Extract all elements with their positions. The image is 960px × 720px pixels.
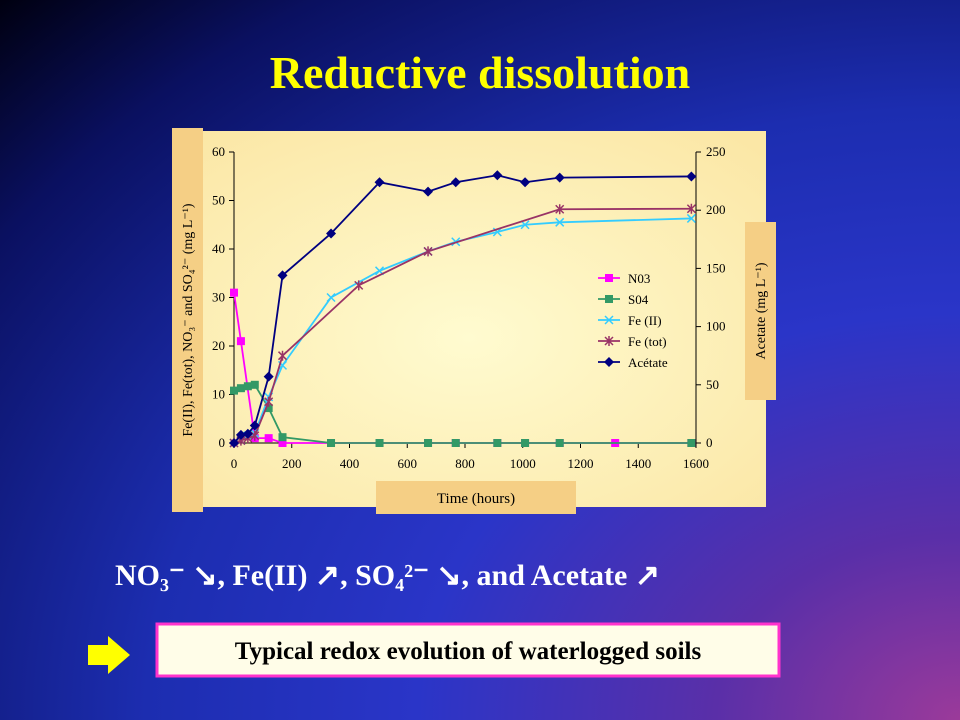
- legend-label: Acétate: [628, 355, 668, 370]
- x-tick-label: 400: [340, 456, 360, 471]
- marker: [229, 438, 239, 448]
- marker: [278, 439, 287, 447]
- marker: [605, 274, 613, 282]
- y-tick-label: 50: [212, 193, 225, 208]
- marker: [604, 357, 614, 367]
- marker: [277, 350, 288, 361]
- marker: [424, 439, 433, 447]
- marker: [249, 420, 260, 431]
- marker: [327, 439, 336, 447]
- marker: [686, 203, 696, 214]
- y2-axis-label: Acetate (mg L⁻¹): [754, 262, 769, 359]
- x-tick-label: 1000: [510, 456, 536, 471]
- y-tick-label: 10: [212, 387, 225, 402]
- marker: [423, 246, 433, 257]
- marker: [374, 177, 385, 188]
- x-tick-label: 1200: [568, 456, 594, 471]
- marker: [520, 177, 531, 188]
- y2-label-box: [745, 222, 776, 400]
- marker: [236, 337, 245, 346]
- legend-label: Fe (II): [628, 313, 662, 328]
- marker: [554, 172, 565, 183]
- y-tick-label: 30: [212, 290, 225, 305]
- chart-panel: [172, 131, 766, 507]
- legend-label: S04: [628, 292, 649, 307]
- caption: NO₃⁻ ↘, Fe(II) ↗, SO₄²⁻ ↘, and Acetate ↗: [115, 559, 660, 592]
- marker: [493, 439, 502, 447]
- x-tick-label: 0: [231, 456, 238, 471]
- y-tick-label: 40: [212, 241, 225, 256]
- y2-tick-label: 0: [706, 435, 713, 450]
- marker: [326, 228, 337, 239]
- y2-tick-label: 100: [706, 319, 726, 334]
- marker: [687, 439, 696, 447]
- marker: [243, 382, 252, 391]
- marker: [555, 217, 565, 227]
- marker: [263, 371, 274, 382]
- marker: [264, 396, 274, 407]
- x-tick-label: 1600: [683, 456, 709, 471]
- marker: [230, 288, 238, 297]
- y-tick-label: 20: [212, 338, 225, 353]
- marker: [264, 404, 273, 413]
- series-line: [233, 207, 692, 444]
- marker: [354, 280, 364, 291]
- marker: [450, 177, 461, 188]
- marker: [375, 439, 384, 447]
- marker: [555, 204, 565, 215]
- marker: [236, 384, 245, 393]
- marker: [686, 213, 696, 223]
- marker: [521, 439, 530, 447]
- y-label-box: [172, 128, 203, 512]
- conclusion-text: Typical redox evolution of waterlogged s…: [235, 638, 702, 665]
- marker: [492, 170, 503, 181]
- marker: [250, 380, 259, 389]
- y-tick-label: 0: [219, 435, 226, 450]
- marker: [230, 386, 238, 395]
- x-tick-label: 200: [282, 456, 302, 471]
- marker: [605, 295, 613, 303]
- y2-tick-label: 200: [706, 202, 726, 217]
- marker: [604, 315, 614, 325]
- x-label-box: [376, 481, 576, 514]
- y-axis-label: Fe(II), Fe(tot), NO₃⁻ and SO₄²⁻ (mg L⁻¹): [181, 203, 196, 437]
- slide-title: Reductive dissolution: [270, 47, 690, 98]
- marker: [423, 186, 434, 197]
- y2-tick-label: 50: [706, 377, 719, 392]
- y2-tick-label: 150: [706, 260, 726, 275]
- marker: [242, 428, 253, 439]
- x-tick-label: 1400: [625, 456, 651, 471]
- marker: [235, 429, 246, 440]
- marker: [555, 439, 564, 447]
- marker: [264, 434, 273, 443]
- legend-label: Fe (tot): [628, 334, 667, 349]
- marker: [451, 439, 460, 447]
- x-tick-label: 800: [455, 456, 475, 471]
- legend-label: N03: [628, 271, 650, 286]
- x-tick-label: 600: [398, 456, 418, 471]
- y2-tick-label: 250: [706, 144, 726, 159]
- marker: [604, 336, 614, 346]
- marker: [278, 433, 287, 442]
- x-axis-label: Time (hours): [437, 491, 515, 507]
- arrow-icon: [88, 636, 130, 674]
- conclusion-box: [155, 622, 781, 678]
- marker: [277, 270, 288, 281]
- marker: [326, 292, 336, 303]
- marker: [686, 171, 697, 182]
- y-tick-label: 60: [212, 144, 225, 159]
